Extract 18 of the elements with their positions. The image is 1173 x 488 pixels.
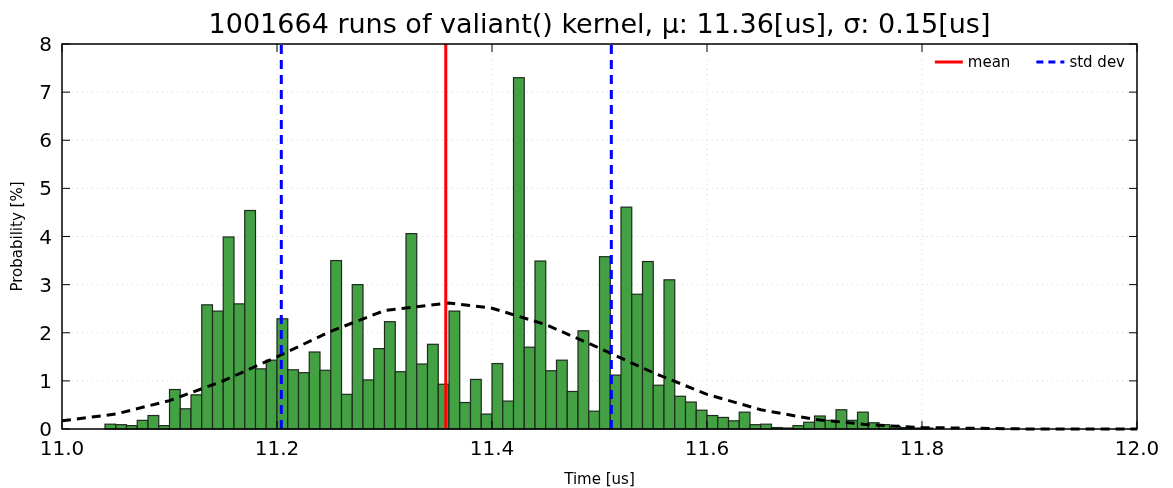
y-tick-label: 6	[39, 128, 52, 153]
y-tick-label: 4	[39, 224, 52, 249]
chart-title: 1001664 runs of valiant() kernel, μ: 11.36[us], σ: 0.15[us]	[208, 8, 991, 39]
legend-label: mean	[967, 53, 1011, 72]
legend-label: std dev	[1069, 53, 1126, 72]
x-tick-label: 11.8	[899, 436, 945, 460]
x-tick-label: 11.4	[469, 436, 515, 460]
y-tick-label: 3	[39, 272, 52, 297]
y-tick-label: 8	[39, 32, 52, 56]
x-axis-title: Time [us]	[563, 470, 635, 488]
x-tick-label: 12.0	[1114, 436, 1160, 460]
y-tick-label: 7	[39, 80, 52, 105]
y-tick-label: 1	[39, 368, 52, 393]
y-tick-label: 2	[39, 320, 52, 345]
y-tick-label: 5	[39, 176, 52, 201]
x-tick-label: 11.2	[254, 436, 300, 460]
y-axis-title: Probability [%]	[8, 181, 26, 292]
x-tick-label: 11.6	[684, 436, 730, 460]
